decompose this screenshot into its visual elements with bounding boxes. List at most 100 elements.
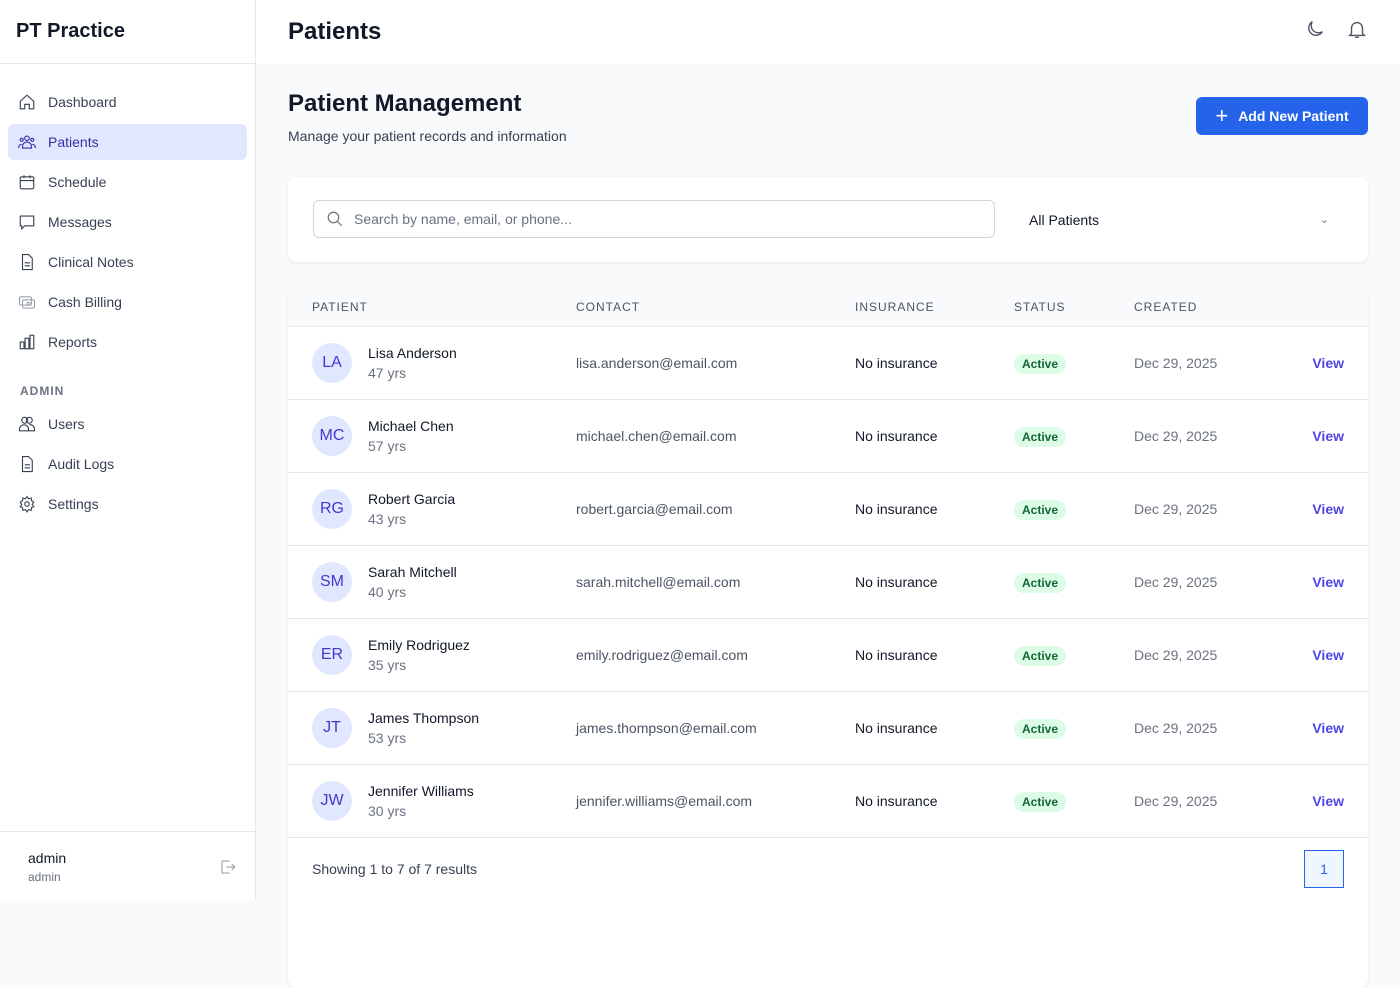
- patient-insurance: No insurance: [855, 355, 938, 371]
- add-new-patient-button[interactable]: + Add New Patient: [1196, 97, 1368, 135]
- status-badge: Active: [1014, 792, 1067, 812]
- view-link[interactable]: View: [1312, 428, 1344, 444]
- nav-label: Cash Billing: [48, 294, 122, 310]
- nav-label: Audit Logs: [48, 456, 115, 472]
- patient-insurance: No insurance: [855, 574, 938, 590]
- patient-insurance: No insurance: [855, 501, 938, 517]
- page-button[interactable]: 1: [1304, 850, 1344, 888]
- patient-email: emily.rodriguez@email.com: [576, 647, 748, 663]
- status-badge: Active: [1014, 646, 1067, 666]
- column-header: INSURANCE: [855, 299, 935, 314]
- patient-email: robert.garcia@email.com: [576, 501, 733, 517]
- status-badge: Active: [1014, 354, 1067, 374]
- calendar-icon: [19, 175, 35, 190]
- chat-icon: [19, 215, 35, 231]
- patient-age: 47 yrs: [368, 365, 407, 381]
- logout-icon[interactable]: [219, 858, 237, 876]
- created-date: Dec 29, 2025: [1134, 793, 1218, 809]
- patient-insurance: No insurance: [855, 647, 938, 663]
- status-badge: Active: [1014, 719, 1067, 739]
- sidebar: PT Practice Dashboard Patients Schedule …: [0, 0, 256, 900]
- created-date: Dec 29, 2025: [1134, 501, 1218, 517]
- patient-name: Michael Chen: [368, 418, 454, 434]
- created-date: Dec 29, 2025: [1134, 647, 1218, 663]
- nav-label: Settings: [48, 496, 99, 512]
- search-input[interactable]: Search by name, email, or phone...: [313, 200, 995, 238]
- sidebar-item-patients[interactable]: Patients: [8, 124, 247, 160]
- patient-insurance: No insurance: [855, 720, 938, 736]
- sidebar-item-schedule[interactable]: Schedule: [8, 164, 247, 200]
- avatar: MC: [312, 416, 352, 456]
- status-badge: Active: [1014, 573, 1067, 593]
- brand-title: PT Practice: [0, 0, 255, 64]
- nav-label: Clinical Notes: [48, 254, 134, 270]
- avatar: SM: [312, 562, 352, 602]
- patient-insurance: No insurance: [855, 793, 938, 809]
- users-group-icon: [18, 135, 36, 149]
- patient-age: 53 yrs: [368, 730, 407, 746]
- patient-age: 40 yrs: [368, 584, 407, 600]
- avatar: JW: [312, 781, 352, 821]
- document-icon: [21, 455, 33, 473]
- table-row[interactable]: ER Emily Rodriguez 35 yrs emily.rodriguez@…: [288, 619, 1368, 692]
- view-link[interactable]: View: [1312, 574, 1344, 590]
- table-row[interactable]: MC Michael Chen 57 yrs michael.chen@email.…: [288, 400, 1368, 473]
- user-role: admin: [28, 870, 61, 884]
- plus-icon: +: [1215, 103, 1229, 128]
- chevron-down-icon: ⌄: [1319, 214, 1329, 226]
- patient-filter-select[interactable]: All Patients ⌄: [1015, 200, 1343, 239]
- view-link[interactable]: View: [1312, 355, 1344, 371]
- patient-email: james.thompson@email.com: [576, 720, 757, 736]
- column-header: CREATED: [1134, 299, 1198, 314]
- sidebar-item-messages[interactable]: Messages: [8, 204, 247, 240]
- main-content: Patient Management Manage your patient r…: [288, 64, 1368, 987]
- view-link[interactable]: View: [1312, 647, 1344, 663]
- patient-age: 57 yrs: [368, 438, 407, 454]
- view-link[interactable]: View: [1312, 793, 1344, 809]
- bar-chart-icon: [19, 334, 35, 350]
- table-row[interactable]: JW Jennifer Williams 30 yrs jennifer.willi…: [288, 765, 1368, 838]
- patients-table: PATIENT CONTACT INSURANCE STATUS CREATED…: [288, 287, 1368, 987]
- patient-email: jennifer.williams@email.com: [576, 793, 753, 809]
- sidebar-item-settings[interactable]: Settings: [8, 486, 247, 522]
- patient-name: Emily Rodriguez: [368, 637, 470, 653]
- view-link[interactable]: View: [1312, 501, 1344, 517]
- table-row[interactable]: RG Robert Garcia 43 yrs robert.garcia@emai…: [288, 473, 1368, 546]
- sidebar-item-users[interactable]: Users: [8, 406, 247, 442]
- patient-name: Lisa Anderson: [368, 345, 457, 361]
- select-value: All Patients: [1029, 211, 1100, 228]
- table-row[interactable]: SM Sarah Mitchell 40 yrs sarah.mitchell@em…: [288, 546, 1368, 619]
- column-header: CONTACT: [576, 299, 641, 314]
- patient-age: 43 yrs: [368, 511, 407, 527]
- results-summary: Showing 1 to 7 of 7 results: [312, 861, 477, 877]
- nav-label: Reports: [48, 334, 98, 350]
- add-button-label: Add New Patient: [1238, 108, 1349, 124]
- document-icon: [21, 253, 33, 271]
- patient-email: michael.chen@email.com: [576, 428, 737, 444]
- sidebar-item-cash-billing[interactable]: Cash Billing: [8, 284, 247, 320]
- header-title: Patients: [288, 18, 382, 45]
- moon-icon[interactable]: [1304, 18, 1326, 40]
- table-footer: Showing 1 to 7 of 7 results 1: [288, 838, 1368, 900]
- table-row[interactable]: JT James Thompson 53 yrs james.thompson@em…: [288, 692, 1368, 765]
- view-link[interactable]: View: [1312, 720, 1344, 736]
- avatar: LA: [312, 343, 352, 383]
- patient-name: Robert Garcia: [368, 491, 456, 507]
- patient-name: James Thompson: [368, 710, 480, 726]
- user-profile: admin admin: [0, 831, 255, 900]
- sidebar-item-clinical-notes[interactable]: Clinical Notes: [8, 244, 247, 280]
- nav-label: Dashboard: [48, 94, 117, 110]
- nav-label: Patients: [48, 134, 99, 150]
- sidebar-item-dashboard[interactable]: Dashboard: [8, 84, 247, 120]
- sidebar-item-reports[interactable]: Reports: [8, 324, 247, 360]
- search-icon: [327, 211, 343, 227]
- bell-icon[interactable]: [1346, 18, 1368, 40]
- status-badge: Active: [1014, 500, 1067, 520]
- page-title: Patient Management: [288, 90, 522, 117]
- search-placeholder: Search by name, email, or phone...: [354, 211, 572, 227]
- patient-name: Jennifer Williams: [368, 783, 474, 799]
- created-date: Dec 29, 2025: [1134, 574, 1218, 590]
- sidebar-item-audit-logs[interactable]: Audit Logs: [8, 446, 247, 482]
- table-row[interactable]: LA Lisa Anderson 47 yrs lisa.anderson@emai…: [288, 327, 1368, 400]
- patient-insurance: No insurance: [855, 428, 938, 444]
